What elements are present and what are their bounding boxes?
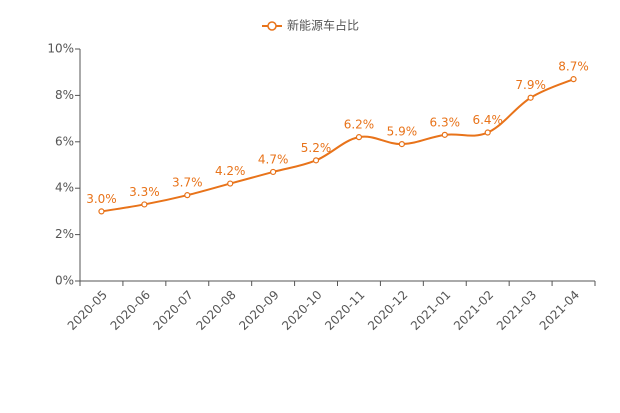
line: [101, 78, 574, 213]
value-label: 6.4%: [472, 113, 503, 127]
value-label: 6.2%: [344, 118, 375, 132]
x-tick-label: 2021-03: [494, 288, 539, 333]
value-label: 8.7%: [558, 60, 589, 74]
x-tick-label: 2020-09: [236, 288, 281, 333]
point: [570, 76, 577, 83]
y-tick-label: 10%: [47, 42, 74, 56]
value-label: 4.7%: [258, 152, 289, 166]
legend-marker: [267, 21, 277, 31]
point: [484, 129, 491, 136]
point: [312, 157, 320, 164]
point: [98, 208, 105, 215]
point: [270, 168, 277, 176]
point: [527, 94, 534, 101]
value-label: 7.9%: [515, 78, 546, 92]
value-label: 3.7%: [172, 176, 203, 190]
x-tick-label: 2021-04: [537, 288, 582, 333]
y-tick-label: 4%: [55, 181, 74, 195]
value-label: 4.2%: [215, 164, 246, 178]
x-tick-label: 2020-06: [108, 288, 153, 333]
value-label: 6.3%: [430, 115, 461, 129]
value-label: 5.2%: [301, 141, 332, 155]
point: [227, 180, 234, 187]
y-tick-label: 6%: [55, 134, 74, 148]
x-tick-label: 2020-08: [193, 288, 238, 333]
value-label: 5.9%: [387, 125, 418, 139]
y-tick-label: 8%: [55, 88, 74, 102]
point: [441, 131, 448, 138]
y-tick-label: 0%: [55, 274, 74, 288]
point: [141, 201, 148, 208]
x-tick-label: 2020-11: [322, 288, 367, 333]
value-label: 3.0%: [86, 192, 117, 206]
x-tick-label: 2020-07: [151, 288, 196, 333]
x-tick-label: 2020-05: [65, 288, 110, 333]
legend[interactable]: 新能源车占比: [262, 18, 359, 33]
value-label: 3.3%: [129, 185, 160, 199]
point: [355, 134, 363, 141]
x-tick-label: 2020-12: [365, 288, 410, 333]
x-tick-label: 2020-10: [279, 288, 324, 333]
legend-label: 新能源车占比: [287, 18, 359, 33]
x-tick-label: 2021-02: [451, 288, 496, 333]
point: [398, 141, 405, 148]
point: [184, 192, 191, 199]
x-tick-label: 2021-01: [408, 288, 453, 333]
y-tick-label: 2%: [55, 227, 74, 241]
